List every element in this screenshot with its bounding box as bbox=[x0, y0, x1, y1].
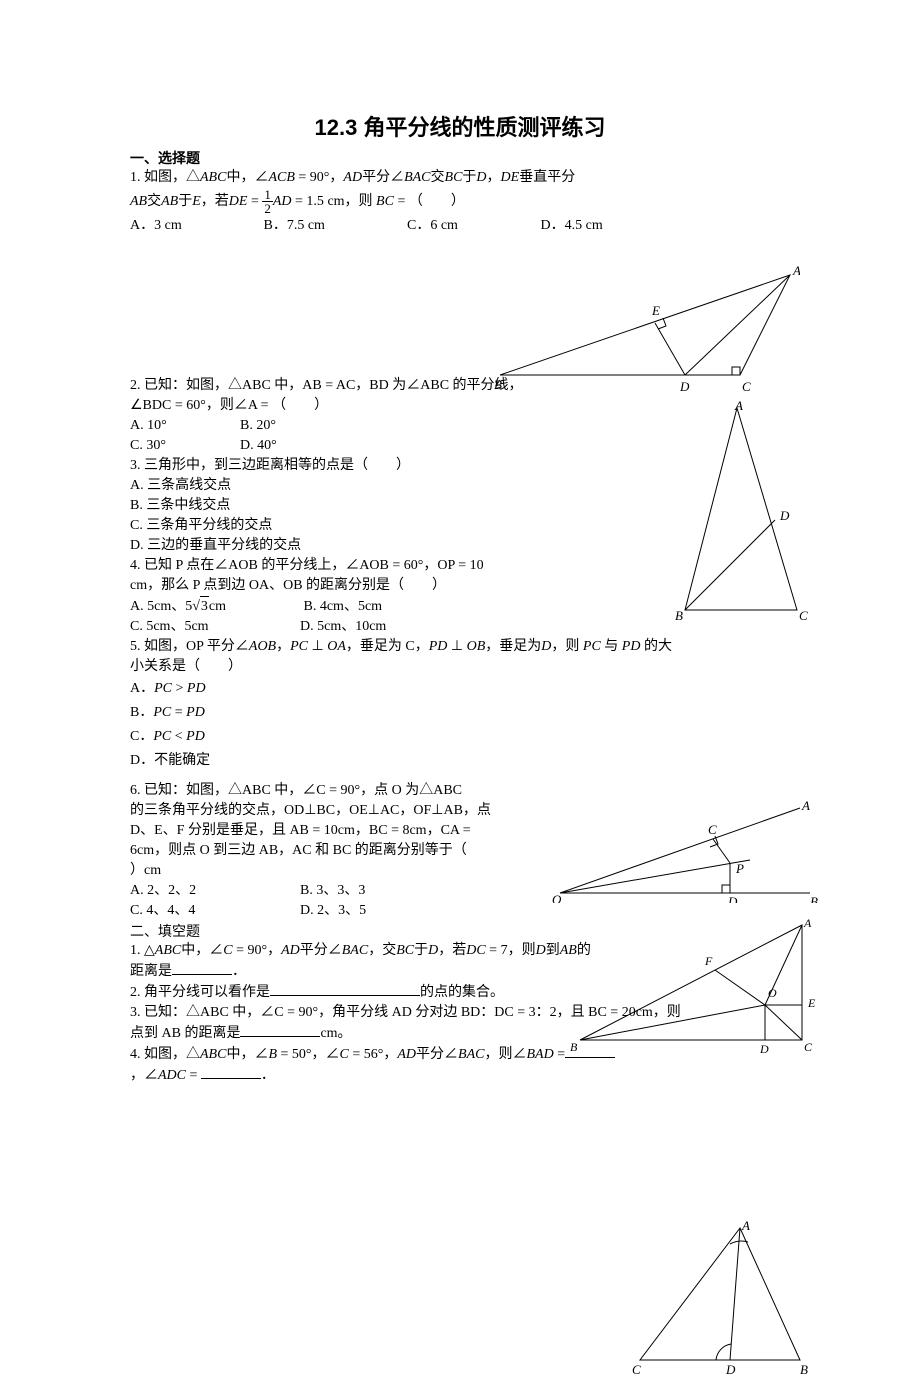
svg-text:D: D bbox=[725, 1362, 736, 1375]
figure-q6: A B C D E F O bbox=[570, 915, 820, 1060]
svg-text:C: C bbox=[632, 1362, 641, 1375]
svg-text:C: C bbox=[804, 1040, 813, 1054]
svg-text:A: A bbox=[792, 265, 800, 278]
figure-fill-q4: A B C D bbox=[630, 1220, 810, 1380]
mc-q5-opt-d: D．不能确定 bbox=[130, 749, 790, 773]
figure-q2: A B C D bbox=[675, 400, 815, 630]
svg-text:B: B bbox=[810, 894, 818, 903]
mc-q5-line2: 小关系是（ ） bbox=[130, 657, 790, 677]
svg-text:D: D bbox=[679, 379, 690, 394]
svg-text:D: D bbox=[727, 894, 738, 903]
section-mc-heading: 一、选择题 bbox=[130, 148, 790, 168]
mc-q1-line2: AB交AB于E，若DE = 12AD = 1.5 cm，则 BC = （ ） bbox=[130, 188, 790, 216]
svg-text:C: C bbox=[799, 608, 808, 623]
mc-q5-opt-c: C．PC < PD bbox=[130, 725, 790, 749]
svg-text:B: B bbox=[675, 608, 683, 623]
svg-text:A: A bbox=[734, 400, 743, 413]
svg-text:F: F bbox=[704, 954, 713, 968]
mc-q5-line1: 5. 如图，OP 平分∠AOB，PC ⊥ OA，垂足为 C，PD ⊥ OB，垂足… bbox=[130, 637, 790, 657]
svg-text:A: A bbox=[803, 916, 812, 930]
mc-q5-opt-b: B．PC = PD bbox=[130, 701, 790, 725]
svg-text:P: P bbox=[735, 861, 744, 876]
mc-q1-opts: A．3 cm B．7.5 cm C．6 cm D．4.5 cm bbox=[130, 216, 790, 236]
svg-text:E: E bbox=[807, 996, 816, 1010]
svg-text:B: B bbox=[570, 1040, 578, 1054]
svg-text:B: B bbox=[494, 377, 502, 392]
svg-text:A: A bbox=[741, 1220, 750, 1233]
mc-q5-opt-a: A．PC > PD bbox=[130, 677, 790, 701]
svg-text:D: D bbox=[759, 1042, 769, 1055]
svg-text:B: B bbox=[800, 1362, 808, 1375]
svg-text:D: D bbox=[779, 508, 790, 523]
mc-q1-line1: 1. 如图，△ABC中，∠ACB = 90°，AD平分∠BAC交BC于D，DE垂… bbox=[130, 168, 790, 188]
figure-q5: A B C D O P bbox=[550, 798, 820, 908]
svg-text:E: E bbox=[651, 303, 660, 318]
svg-text:C: C bbox=[742, 379, 751, 394]
page-title: 12.3 角平分线的性质测评练习 bbox=[130, 110, 790, 142]
figure-q1: A B C D E bbox=[490, 265, 800, 400]
svg-text:A: A bbox=[801, 798, 810, 813]
svg-text:O: O bbox=[768, 986, 777, 1000]
fill-q4-line2: ，∠ADC = ． bbox=[130, 1065, 790, 1086]
svg-text:C: C bbox=[708, 822, 717, 837]
svg-text:O: O bbox=[552, 892, 562, 903]
